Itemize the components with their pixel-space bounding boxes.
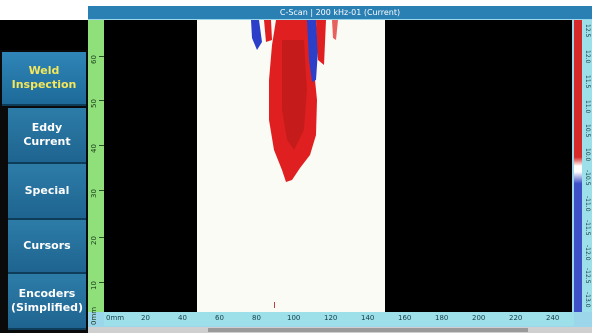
right-ruler: 12.5 12.0 11.5 11.0 10.5 10.0 -10.5 -11.…	[582, 20, 592, 312]
color-scale-bar	[574, 20, 582, 312]
menu-label: Encoders (Simplified)	[10, 287, 84, 314]
scale-tick-label: 11.0	[584, 100, 591, 114]
bottom-tick-label: 60	[215, 314, 224, 322]
left-tick-label: 50	[90, 99, 98, 108]
bottom-tick-label: 240	[546, 314, 560, 322]
red-signal-streak	[264, 20, 272, 42]
c-scan-plot[interactable]	[104, 20, 572, 312]
bottom-tick-label: 40	[178, 314, 187, 322]
left-tick	[99, 237, 104, 238]
left-axis-unit: 0mm	[90, 306, 98, 325]
left-tick	[99, 145, 104, 146]
bottom-tick-label: 160	[398, 314, 412, 322]
bottom-tick-label: 220	[509, 314, 523, 322]
bottom-tick-label: 120	[324, 314, 338, 322]
scale-tick-label: 12.5	[584, 24, 591, 38]
scale-tick-label: 12.0	[584, 50, 591, 64]
red-signal-streak	[332, 20, 338, 40]
left-tick-label: 10	[90, 281, 98, 290]
left-tick-label: 60	[90, 55, 98, 64]
bottom-ruler[interactable]: 0mm 20 40 60 80 100 120 140 160 180 200 …	[104, 312, 574, 326]
scale-tick-label: 10.5	[584, 124, 591, 138]
menu-encoders-simplified[interactable]: Encoders (Simplified)	[8, 274, 86, 330]
bottom-tick-label: 140	[361, 314, 375, 322]
menu-weld-inspection[interactable]: Weld Inspection	[2, 52, 86, 106]
menu-label: Cursors	[23, 239, 71, 252]
left-tick	[99, 190, 104, 191]
bottom-tick-label: 80	[252, 314, 261, 322]
red-signal-streak	[316, 20, 326, 65]
scale-tick-label: -11.0	[584, 196, 591, 212]
left-ruler[interactable]: 0mm 10 20 30 40 50 60	[88, 20, 104, 325]
scrollbar-thumb[interactable]	[208, 328, 528, 332]
signal-overlay	[251, 20, 338, 308]
bottom-tick-label: 200	[472, 314, 486, 322]
horizontal-scrollbar[interactable]	[88, 327, 592, 333]
bottom-tick-label: 180	[435, 314, 449, 322]
menu-label: Special	[24, 184, 70, 197]
view-title: C-Scan | 200 kHz-01 (Current)	[88, 6, 592, 19]
blue-signal-streak	[251, 20, 262, 50]
left-tick-label: 40	[90, 144, 98, 153]
menu-eddy-current[interactable]: Eddy Current	[8, 108, 86, 164]
left-tick	[99, 56, 104, 57]
left-tick-label: 30	[90, 189, 98, 198]
bottom-tick-label: 100	[287, 314, 301, 322]
scale-tick-label: -11.5	[584, 220, 591, 236]
scale-tick-label: -12.0	[584, 245, 591, 261]
menu-special[interactable]: Special	[8, 164, 86, 220]
blue-signal-streak	[307, 20, 318, 82]
left-tick	[99, 282, 104, 283]
red-signal-core	[282, 40, 307, 150]
scale-tick-label: -13.0	[584, 292, 591, 308]
scale-tick-label: 10.0	[584, 148, 591, 162]
menu-cursors[interactable]: Cursors	[8, 220, 86, 274]
menu-label: Weld Inspection	[11, 64, 77, 91]
left-tick-label: 20	[90, 236, 98, 245]
scale-tick-label: 11.5	[584, 75, 591, 89]
sidebar-header	[0, 20, 88, 50]
top-left-blank	[0, 0, 88, 20]
bottom-tick-label: 20	[141, 314, 150, 322]
scale-tick-label: -12.5	[584, 268, 591, 284]
menu-label: Eddy Current	[23, 121, 71, 148]
bottom-axis-unit: 0mm	[106, 314, 125, 322]
left-tick	[99, 100, 104, 101]
cursor-mark	[274, 302, 275, 308]
scale-tick-label: -10.5	[584, 170, 591, 186]
